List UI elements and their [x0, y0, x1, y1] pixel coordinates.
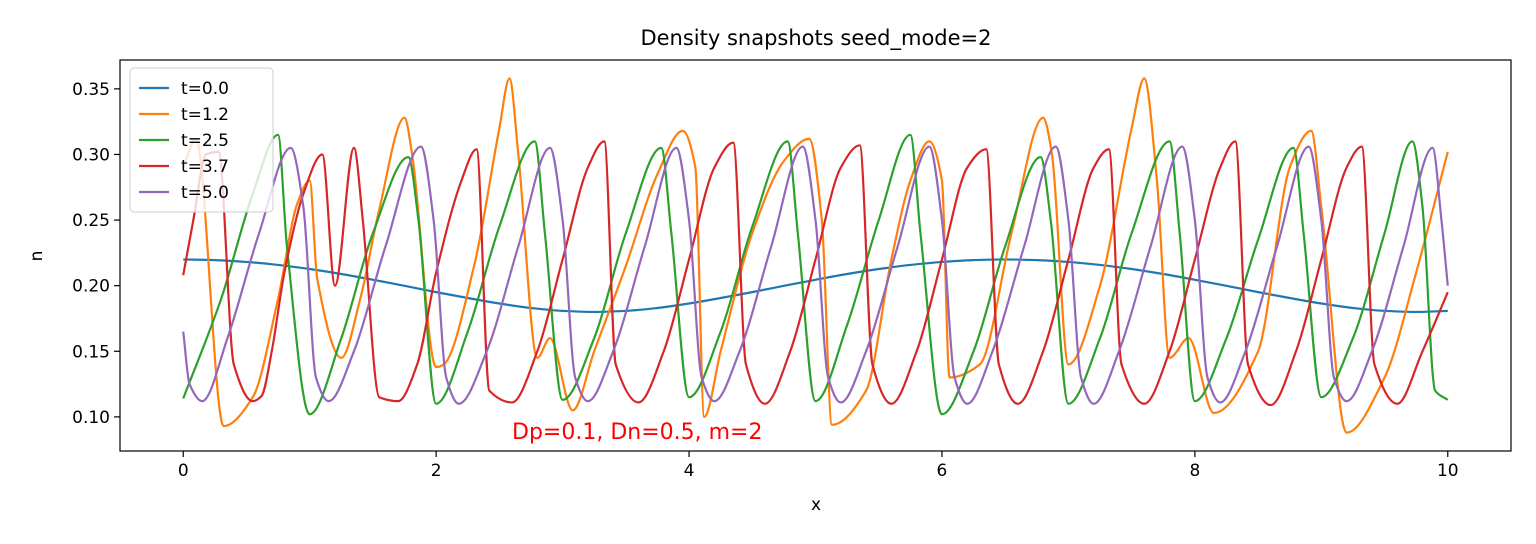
x-tick-label: 10 [1437, 461, 1459, 481]
x-tick-label: 2 [431, 461, 442, 481]
legend-box [129, 67, 274, 213]
legend: t=0.0 t=1.2 t=2.5 t=3.7 t=5.0 [129, 67, 274, 213]
chart-title: Density snapshots seed_mode=2 [640, 26, 991, 51]
y-tick-label: 0.15 [72, 342, 110, 362]
y-axis: 0.10 0.15 0.20 0.25 0.30 0.35 [72, 80, 120, 428]
x-axis: 0 2 4 6 8 10 [178, 451, 1459, 481]
series-line-4 [182, 140, 1449, 407]
legend-entry: t=3.7 [181, 157, 229, 177]
legend-entry: t=5.0 [181, 183, 229, 203]
y-axis-label: n [27, 251, 47, 262]
series-layer [182, 77, 1449, 434]
legend-entry: t=1.2 [181, 105, 229, 125]
series-line-1 [183, 258, 1448, 314]
legend-entry: t=2.5 [181, 131, 229, 151]
legend-entry: t=0.0 [181, 79, 229, 99]
series-line-2 [182, 77, 1449, 434]
y-tick-label: 0.25 [72, 211, 110, 231]
y-tick-label: 0.30 [72, 145, 110, 165]
x-tick-label: 8 [1189, 461, 1200, 481]
series-line-3 [182, 133, 1449, 416]
x-tick-label: 4 [684, 461, 695, 481]
y-tick-label: 0.35 [72, 80, 110, 100]
y-tick-label: 0.10 [72, 408, 110, 428]
x-tick-label: 0 [178, 461, 189, 481]
plot-frame [119, 59, 1512, 452]
x-tick-label: 6 [937, 461, 948, 481]
series-line-5 [182, 145, 1449, 405]
y-tick-label: 0.20 [72, 277, 110, 297]
parameters-annotation: Dp=0.1, Dn=0.5, m=2 [512, 420, 762, 445]
x-axis-label: x [811, 495, 821, 515]
